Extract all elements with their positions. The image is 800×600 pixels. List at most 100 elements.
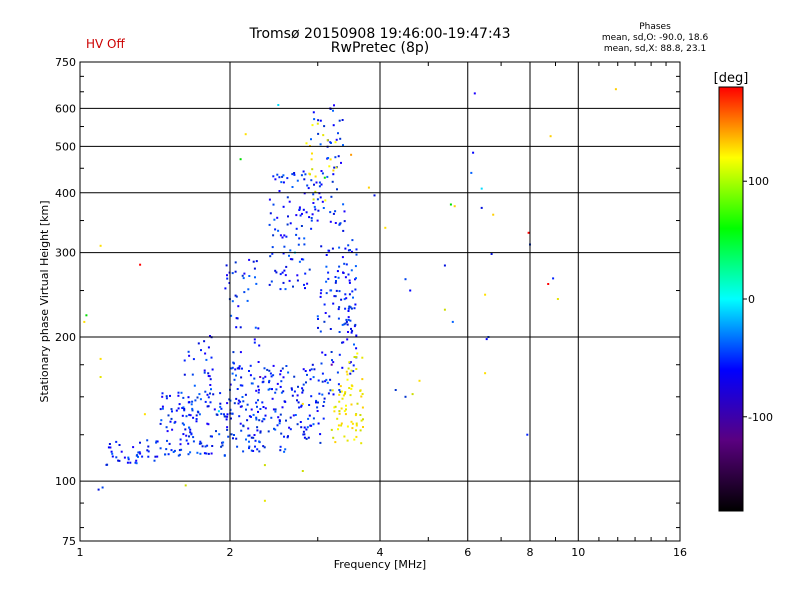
data-point [274,178,277,181]
data-point [268,369,271,372]
data-point [296,274,299,277]
data-point [291,388,293,391]
data-point [109,446,112,449]
data-point [300,174,303,177]
data-point [250,436,253,439]
data-point [347,307,350,310]
data-point [263,499,266,502]
data-point [322,207,325,209]
data-point [347,244,350,247]
data-point [351,329,354,332]
data-point [210,388,212,391]
data-point [248,415,251,418]
data-point [449,203,452,206]
data-point [189,414,192,417]
data-point [346,323,349,326]
data-point [347,310,350,312]
data-point [325,378,328,381]
data-point [329,328,332,330]
data-point [339,222,342,225]
data-point [293,172,296,174]
data-point [271,252,274,255]
data-point [341,323,344,326]
data-point [337,308,340,311]
data-point [221,444,224,447]
data-point [238,415,241,418]
data-point [283,245,286,248]
x-tick-label: 8 [527,546,534,559]
data-point [353,325,356,328]
data-point [348,305,351,308]
data-point [198,393,201,396]
data-point [282,376,285,379]
data-point [304,173,307,176]
data-point [526,433,529,436]
data-point [268,198,271,201]
data-point [181,414,184,417]
y-axis-label: Stationary phase Virtual Height [km] [38,200,51,402]
data-point [335,166,338,169]
y-tick-label: 600 [55,102,76,115]
data-point [332,169,335,172]
data-point [340,161,342,164]
x-tick-label: 16 [673,546,687,559]
data-point [181,407,184,409]
data-point [147,455,150,458]
data-point [219,402,222,405]
data-point [187,396,190,399]
data-point [351,290,354,293]
data-point [352,296,354,299]
data-point [350,153,353,156]
data-point [342,271,344,274]
data-point [346,373,349,376]
data-point [85,314,88,317]
data-point [331,389,334,392]
data-point [239,351,242,354]
data-point [342,394,345,397]
data-point [291,258,294,261]
data-point [293,173,296,176]
data-point [269,372,272,375]
data-point [303,433,306,436]
data-point [338,306,341,309]
data-point [338,389,341,391]
data-point [337,383,340,386]
data-point [332,124,335,127]
data-point [286,196,289,199]
data-point [192,440,195,443]
data-point [250,408,253,411]
data-point [282,281,285,284]
data-point [127,456,130,459]
data-point [233,402,236,405]
data-point [306,373,308,376]
data-point [197,342,200,345]
data-point [341,341,343,344]
data-point [317,401,319,404]
data-point [161,405,164,408]
data-point [199,398,202,401]
data-point [181,422,184,425]
data-point [343,410,346,413]
data-point [244,133,247,136]
data-point [310,227,313,230]
data-point [244,393,247,396]
data-point [206,422,209,425]
data-point [110,450,113,453]
data-point [254,439,257,442]
data-point [234,261,237,264]
data-point [269,255,272,258]
data-point [307,187,310,190]
data-point [270,280,273,283]
data-point [344,276,347,279]
data-point [231,300,234,303]
data-point [342,229,345,232]
data-point [191,400,194,403]
data-point [309,369,311,372]
data-point [259,376,262,378]
data-point [302,430,305,433]
data-point [230,417,232,420]
data-point [135,459,138,462]
y-tick-label: 300 [55,247,76,260]
data-point [614,88,617,91]
data-point [319,119,322,122]
